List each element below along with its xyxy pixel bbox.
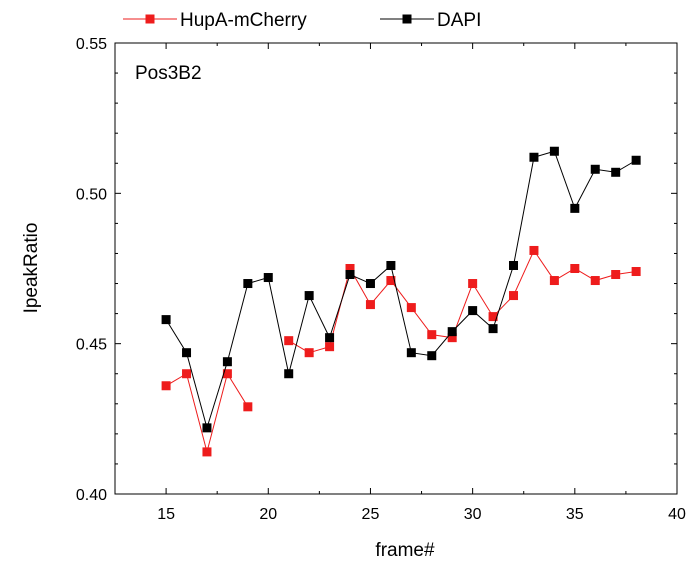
data-point-marker <box>406 348 416 358</box>
x-tick-label: 25 <box>362 506 380 523</box>
legend-label: DAPI <box>437 10 481 31</box>
data-point-marker <box>529 245 539 255</box>
data-point-marker <box>447 327 457 337</box>
data-point-marker <box>345 270 355 280</box>
data-point-marker <box>304 291 314 301</box>
data-point-marker <box>365 279 375 289</box>
data-point-marker <box>570 264 580 273</box>
data-point-marker <box>243 279 253 289</box>
series-layer <box>161 146 641 457</box>
legend-label: HupA-mCherry <box>180 10 307 31</box>
data-point-marker <box>325 333 335 343</box>
data-point-marker <box>468 306 478 316</box>
data-point-marker <box>488 312 498 322</box>
data-point-marker <box>182 369 192 379</box>
data-point-marker <box>202 447 212 457</box>
data-point-marker <box>509 260 519 270</box>
data-point-marker <box>611 167 621 177</box>
data-point-marker <box>549 276 559 286</box>
y-axis-title: IpeakRatio <box>21 223 42 314</box>
data-point-marker <box>427 351 437 361</box>
data-point-marker <box>468 279 478 289</box>
data-point-marker <box>509 291 519 301</box>
y-tick-label: 0.55 <box>76 36 107 53</box>
series-line <box>165 372 249 454</box>
y-tick-label: 0.45 <box>76 337 107 354</box>
data-point-marker <box>570 203 580 213</box>
data-point-marker <box>549 146 559 156</box>
data-point-marker <box>365 300 375 310</box>
y-tick-label: 0.50 <box>76 186 107 203</box>
data-point-marker <box>161 315 171 325</box>
y-axis: 0.40 0.45 0.50 0.55 <box>76 36 677 504</box>
data-point-marker <box>284 336 294 346</box>
data-point-marker <box>182 348 192 358</box>
data-point-marker <box>529 152 539 162</box>
data-point-marker <box>222 357 232 367</box>
chart-annotation: Pos3B2 <box>135 63 202 84</box>
x-tick-label: 30 <box>464 506 482 523</box>
data-point-marker <box>631 155 641 165</box>
data-point-marker <box>325 342 335 352</box>
data-point-marker <box>590 276 600 286</box>
data-point-marker <box>427 330 437 340</box>
data-point-marker <box>284 369 294 379</box>
legend-marker <box>402 14 412 24</box>
x-tick-label: 20 <box>259 506 277 523</box>
x-tick-label: 15 <box>157 506 175 523</box>
data-point-marker <box>488 324 498 334</box>
x-axis-title: frame# <box>375 540 435 561</box>
data-point-marker <box>406 303 416 313</box>
x-tick-label: 35 <box>566 506 584 523</box>
legend: HupA-mCherry DAPI <box>123 10 481 31</box>
data-point-marker <box>345 264 355 273</box>
data-point-marker <box>611 270 621 280</box>
data-point-marker <box>243 402 253 412</box>
data-point-marker <box>386 276 396 286</box>
data-point-marker <box>161 381 171 391</box>
data-point-marker <box>590 164 600 174</box>
x-axis: 15 20 25 30 35 40 <box>114 43 686 523</box>
plot-frame <box>114 42 678 495</box>
data-point-marker <box>202 423 212 433</box>
y-tick-label: 0.40 <box>76 487 107 504</box>
data-point-marker <box>447 333 457 343</box>
legend-marker <box>145 14 155 24</box>
data-point-marker <box>263 273 273 283</box>
series-line <box>165 150 637 430</box>
data-point-marker <box>631 267 641 277</box>
x-tick-label: 40 <box>668 506 686 523</box>
data-point-marker <box>386 260 396 270</box>
data-point-marker <box>304 348 314 358</box>
data-point-marker <box>222 369 232 379</box>
